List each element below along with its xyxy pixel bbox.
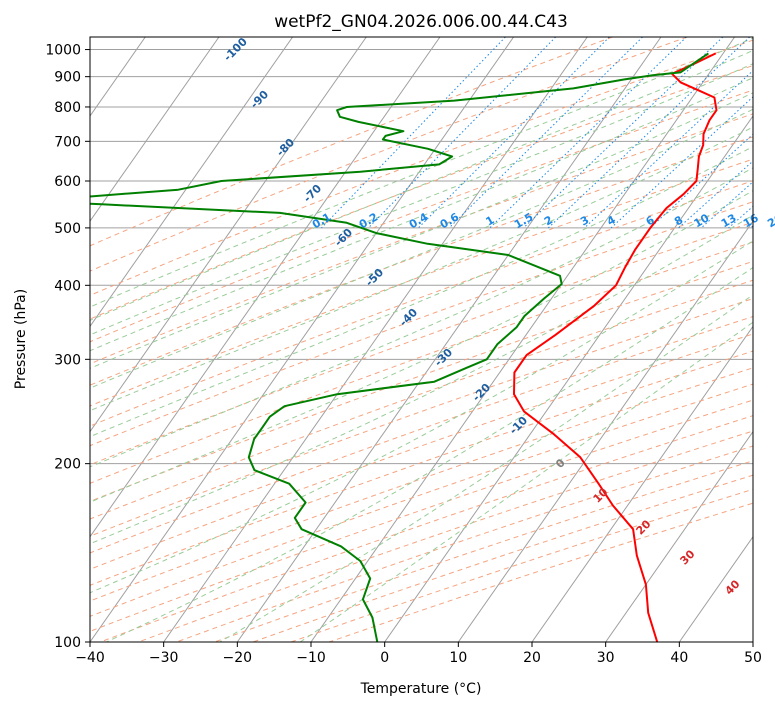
y-tick-label: 600 [54,174,81,190]
x-tick-label: −30 [149,650,179,666]
y-tick-label: 100 [54,635,81,651]
y-tick-label: 200 [54,457,81,473]
isotherm-line [0,37,72,642]
x-tick-label: 50 [744,650,762,666]
y-tick-label: 900 [54,70,81,86]
x-tick-label: −40 [75,650,105,666]
y-tick-label: 700 [54,134,81,150]
x-tick-label: −20 [223,650,253,666]
x-tick-label: 0 [380,650,389,666]
mixing-ratio-line [751,37,775,228]
y-tick-label: 1000 [45,43,81,59]
mixing-ratio-label: 20 [765,211,775,230]
y-axis-label: Pressure (hPa) [13,289,29,389]
y-tick-label: 400 [54,278,81,294]
x-tick-label: 20 [523,650,541,666]
y-tick-label: 300 [54,352,81,368]
x-axis-label: Temperature (°C) [360,681,482,697]
y-tick-label: 500 [54,221,81,237]
y-tick-label: 800 [54,100,81,116]
chart-title: wetPf2_GN04.2026.006.00.44.C43 [274,12,568,32]
x-tick-label: 30 [597,650,615,666]
x-tick-label: 10 [449,650,467,666]
x-tick-label: −10 [296,650,326,666]
x-tick-label: 40 [670,650,688,666]
isotherm-line [753,37,775,642]
